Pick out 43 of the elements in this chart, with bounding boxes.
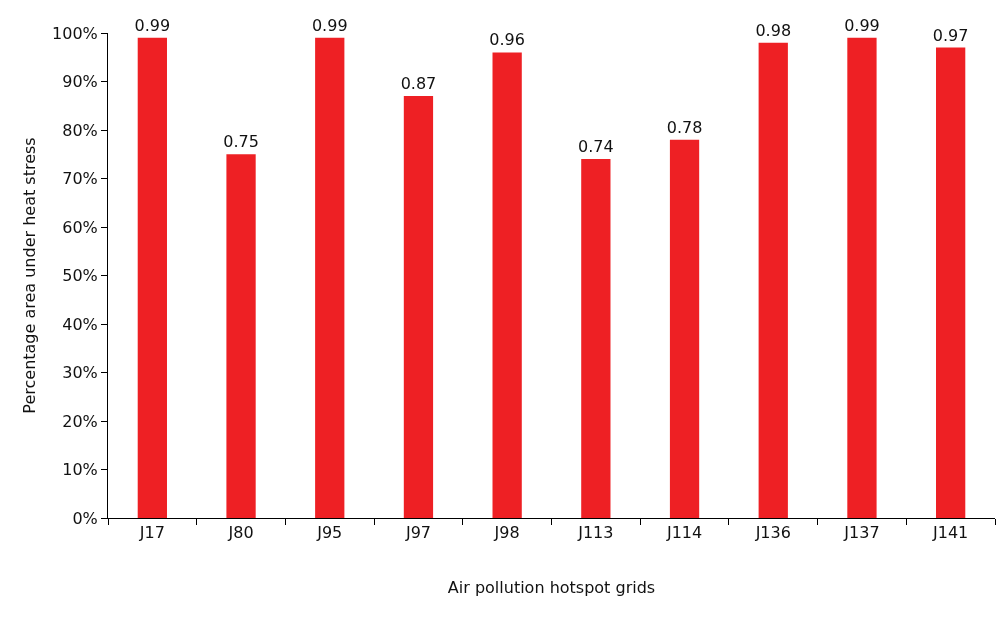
x-tick-label: J141 xyxy=(932,523,969,543)
x-axis-title: Air pollution hotspot grids xyxy=(447,577,656,597)
bar xyxy=(669,139,700,518)
x-tick-label: J95 xyxy=(316,523,343,543)
bar xyxy=(847,37,877,518)
y-tick-label: 80% xyxy=(62,120,98,140)
y-tick-label: 100% xyxy=(52,23,98,43)
data-label: 0.99 xyxy=(311,15,348,35)
y-axis-title: Percentage area under heat stress xyxy=(19,137,39,414)
x-tick-label: J97 xyxy=(404,523,431,543)
bar xyxy=(758,42,788,518)
data-label: 0.75 xyxy=(223,132,259,152)
bar xyxy=(581,159,611,518)
data-label: 0.74 xyxy=(578,137,614,157)
x-tick-label: J113 xyxy=(577,523,614,543)
data-label: 0.97 xyxy=(932,25,969,45)
y-tick-label: 50% xyxy=(62,266,98,286)
bar xyxy=(403,96,434,518)
y-tick-label: 60% xyxy=(62,217,98,237)
y-tick-label: 0% xyxy=(72,508,98,528)
y-tick-label: 10% xyxy=(62,460,98,480)
x-tick-label: J17 xyxy=(138,523,165,543)
x-tick-label: J80 xyxy=(227,523,254,543)
x-tick-label: J136 xyxy=(754,523,791,543)
bar xyxy=(137,37,167,518)
bar xyxy=(936,47,966,518)
y-tick-label: 90% xyxy=(62,72,98,92)
data-label: 0.99 xyxy=(844,15,880,35)
y-tick-label: 30% xyxy=(62,363,98,383)
bar xyxy=(315,37,345,518)
data-label: 0.98 xyxy=(755,20,792,40)
x-tick-label: J98 xyxy=(493,523,520,543)
x-tick-label: J137 xyxy=(843,523,880,543)
y-tick-label: 20% xyxy=(62,411,98,431)
data-label: 0.99 xyxy=(134,15,171,35)
data-label: 0.78 xyxy=(666,117,703,137)
y-tick-label: 40% xyxy=(62,314,98,334)
x-tick-label: J114 xyxy=(665,523,703,543)
data-label: 0.96 xyxy=(489,30,525,50)
bar xyxy=(226,154,256,518)
data-label: 0.87 xyxy=(400,74,437,94)
bar xyxy=(492,52,522,518)
y-tick-label: 70% xyxy=(62,169,98,189)
